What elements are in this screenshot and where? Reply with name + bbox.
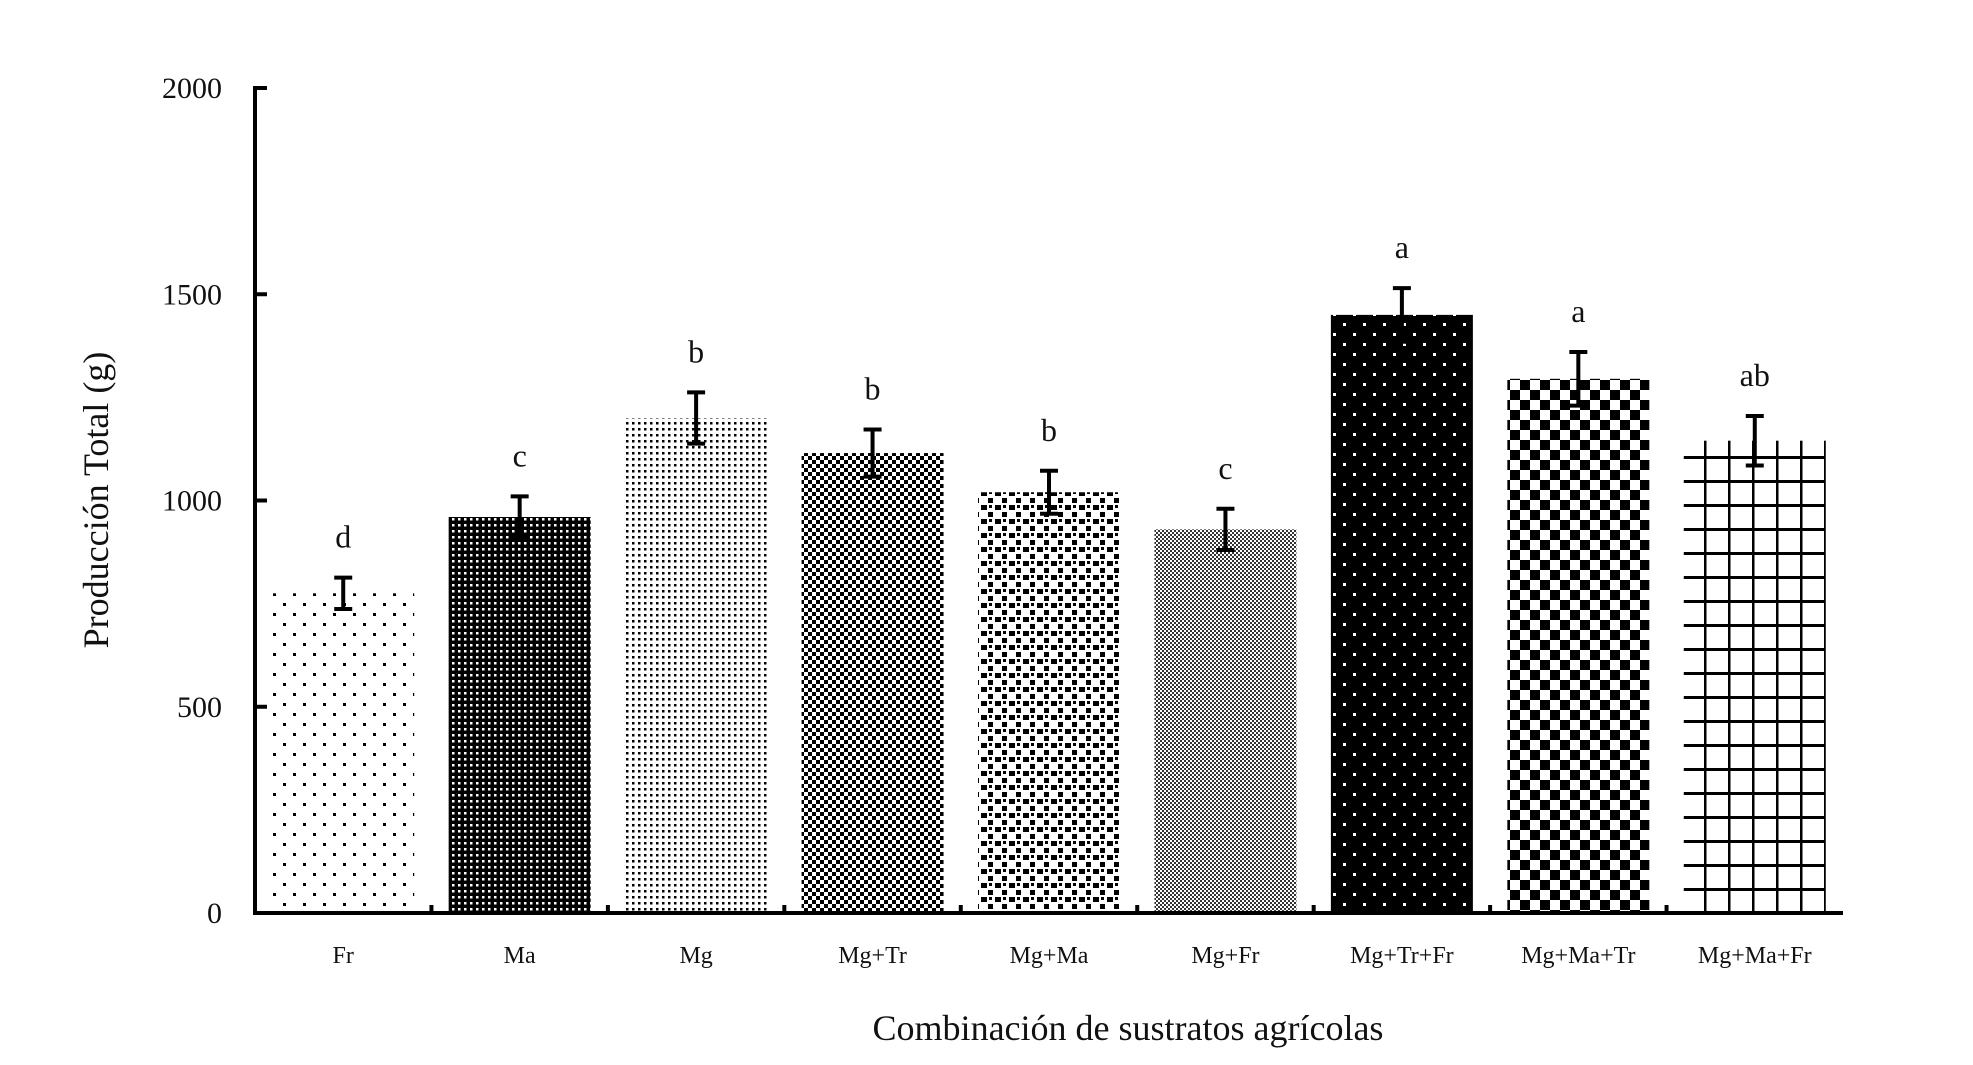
error-bar (334, 575, 353, 611)
bar-mg-tr-fr (1330, 314, 1473, 913)
bar-mg-fr (1154, 529, 1297, 913)
error-bar (1040, 468, 1058, 516)
error-bar (510, 494, 529, 540)
bar-mg (625, 418, 768, 913)
y-tick-label: 500 (177, 691, 222, 724)
x-tick-label: Mg+Tr+Fr (1350, 943, 1454, 969)
bar-mg-ma-fr (1683, 440, 1826, 913)
x-tick-label: Mg+Ma+Fr (1698, 943, 1812, 969)
x-tick-label: Mg+Fr (1191, 943, 1259, 969)
bar-fr (272, 593, 415, 913)
bar-mg-tr (801, 453, 944, 913)
error-bar (1569, 350, 1588, 408)
bar-ma (448, 517, 591, 913)
significance-letter: a (1395, 229, 1409, 265)
error-bar (1216, 506, 1235, 552)
y-tick-label: 1000 (162, 485, 222, 518)
error-bar (1392, 286, 1411, 344)
significance-letter: c (1218, 450, 1232, 486)
x-axis-title: Combinación de sustratos agrícolas (873, 1008, 1384, 1048)
significance-letter: b (865, 371, 881, 407)
significance-letter: b (688, 333, 704, 369)
y-tick-label: 1500 (162, 278, 222, 311)
x-tick-label: Mg+Tr (838, 943, 907, 969)
significance-letter: c (513, 437, 527, 473)
significance-letter: ab (1740, 357, 1770, 393)
bar-mg-ma (978, 492, 1120, 913)
bar-mg-ma-tr (1507, 378, 1650, 913)
x-tick-label: Ma (504, 943, 536, 969)
x-tick-label: Mg+Ma (1010, 943, 1089, 969)
x-tick-label: Mg+Ma+Tr (1521, 943, 1635, 969)
y-tick-label: 0 (207, 897, 222, 930)
error-bar (687, 390, 706, 446)
y-tick-label: 2000 (162, 72, 222, 105)
x-tick-label: Fr (333, 943, 354, 969)
significance-letter: b (1041, 412, 1057, 448)
y-axis-title: Producción Total (g) (76, 352, 116, 649)
x-tick-label: Mg (679, 943, 712, 969)
significance-letter: a (1571, 293, 1585, 329)
significance-letter: d (335, 519, 351, 555)
error-bar (1745, 413, 1764, 468)
error-bar (863, 427, 882, 479)
